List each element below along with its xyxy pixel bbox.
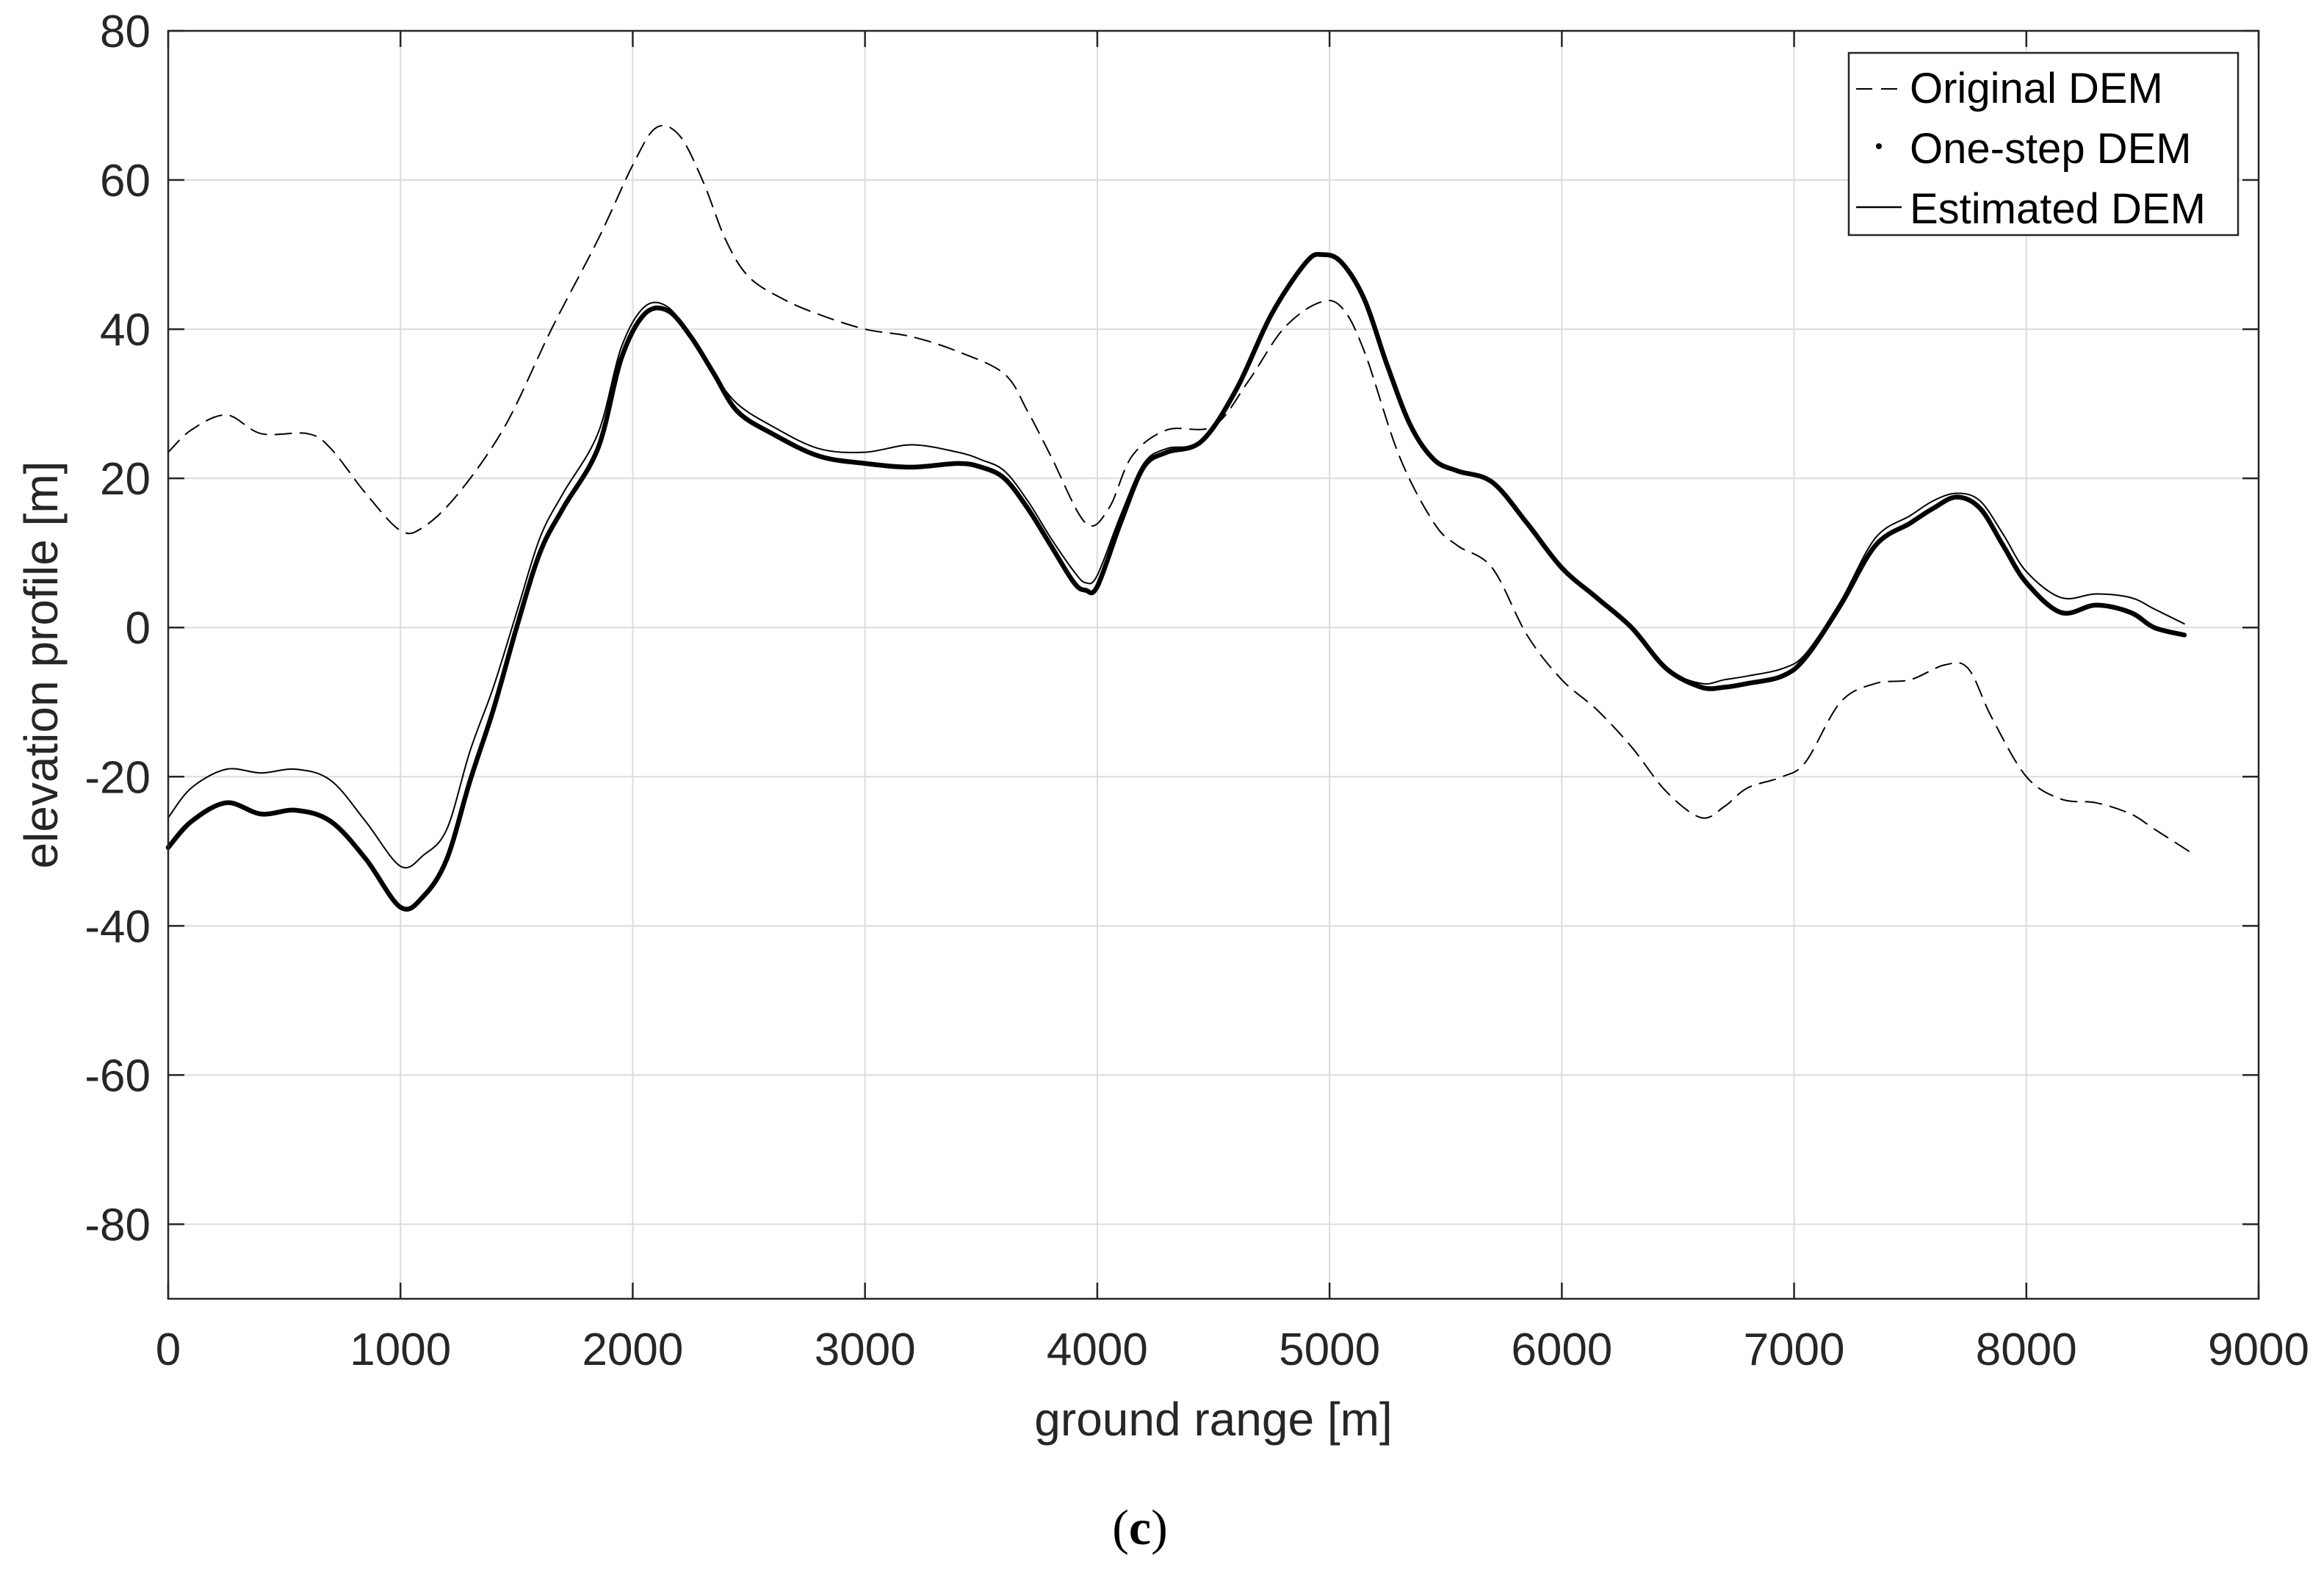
y-tick-label: 60	[100, 156, 151, 206]
legend: Original DEM One-step DEM Estimated DEM	[1847, 51, 2240, 237]
caption-letter: c	[1129, 1499, 1151, 1555]
axis-ticks: 0 1000 2000 3000 4000 5000 6000 7000 8000 9000 -80…	[84, 7, 2309, 1375]
series-line-original-dem	[167, 125, 2190, 852]
y-tick-label: -40	[84, 901, 151, 952]
legend-swatch-one-step-dem	[1876, 143, 1882, 149]
caption-close-paren: )	[1151, 1499, 1168, 1555]
y-tick-label: 80	[100, 7, 151, 57]
x-tick-label: 8000	[1976, 1324, 2077, 1375]
legend-label-estimated-dem: Estimated DEM	[1910, 185, 2206, 233]
series-line-estimated-dem	[167, 253, 2185, 869]
caption-open-paren: (	[1112, 1499, 1129, 1555]
x-tick-label: 5000	[1279, 1324, 1380, 1375]
x-tick-label: 4000	[1047, 1324, 1148, 1375]
y-axis-label: elevation profile [m]	[15, 461, 68, 869]
y-tick-label: -80	[84, 1200, 151, 1250]
y-tick-label: 0	[126, 603, 151, 654]
x-tick-label: 0	[156, 1324, 181, 1375]
legend-label-one-step-dem: One-step DEM	[1910, 125, 2192, 173]
figure-caption: (c)	[1112, 1499, 1168, 1555]
plot-frame	[167, 29, 2260, 1300]
y-tick-label: 20	[100, 454, 151, 505]
plot-area	[168, 31, 2259, 1299]
x-tick-label: 3000	[815, 1324, 916, 1375]
series-layer	[165, 125, 2190, 912]
legend-label-original-dem: Original DEM	[1910, 65, 2163, 112]
x-tick-label: 6000	[1511, 1324, 1612, 1375]
y-tick-label: -60	[84, 1050, 151, 1101]
x-tick-label: 1000	[350, 1324, 451, 1375]
x-tick-label: 2000	[582, 1324, 683, 1375]
x-tick-label: 9000	[2208, 1324, 2309, 1375]
x-tick-label: 7000	[1744, 1324, 1845, 1375]
legend-box	[1847, 51, 2240, 237]
y-tick-label: -20	[84, 752, 151, 803]
x-axis-label: ground range [m]	[1034, 1393, 1392, 1446]
y-tick-label: 40	[100, 305, 151, 356]
series-line-one-step-dem	[165, 251, 2187, 912]
